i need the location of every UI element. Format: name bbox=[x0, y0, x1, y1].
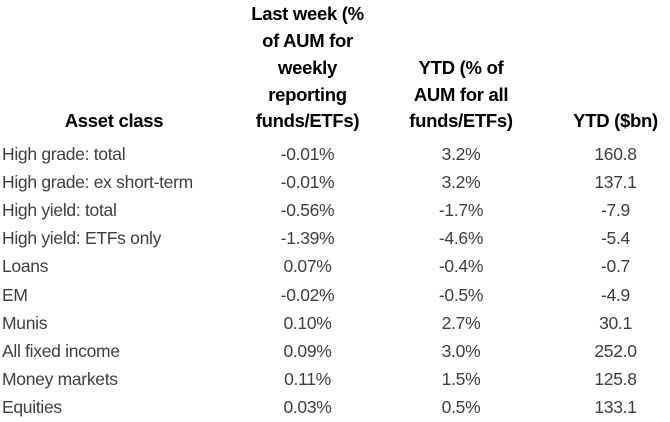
table-row: High grade: total -0.01% 3.2% 160.8 bbox=[0, 140, 670, 168]
cell-last-week-pct: 0.11% bbox=[284, 369, 331, 390]
cell-ytd-pct: -0.5% bbox=[438, 284, 484, 305]
cell-ytd-bn: -5.4 bbox=[601, 228, 630, 249]
col-header-asset-class: Asset class bbox=[0, 108, 228, 140]
col-header-ytd-pct-aum: YTD (% of AUM for all funds/ETFs) bbox=[387, 55, 535, 140]
col-header-line: Last week (% bbox=[251, 3, 364, 25]
cell-ytd-pct: 3.0% bbox=[441, 340, 481, 361]
cell-ytd-bn: 160.8 bbox=[594, 143, 637, 164]
table-row: High yield: ETFs only -1.39% -4.6% -5.4 bbox=[0, 225, 670, 253]
col-header-line: AUM for all bbox=[413, 83, 509, 105]
col-header-line: reporting bbox=[268, 83, 347, 105]
col-header-label: Asset class bbox=[64, 110, 164, 132]
cell-last-week-pct: 0.10% bbox=[283, 312, 332, 333]
cell-asset-class: Money markets bbox=[2, 369, 118, 390]
cell-asset-class: Munis bbox=[2, 312, 48, 333]
cell-asset-class: High yield: total bbox=[2, 199, 117, 220]
table-row: All fixed income 0.09% 3.0% 252.0 bbox=[0, 337, 670, 365]
col-header-line: YTD (% of bbox=[418, 56, 504, 78]
cell-ytd-pct: -0.4% bbox=[438, 256, 484, 277]
cell-ytd-bn: 133.1 bbox=[594, 397, 637, 418]
table-header-row: Asset class Last week (% of AUM for week… bbox=[0, 0, 670, 140]
cell-last-week-pct: -0.02% bbox=[280, 284, 335, 305]
cell-last-week-pct: -1.39% bbox=[280, 228, 335, 249]
table-row: Loans 0.07% -0.4% -0.7 bbox=[0, 253, 670, 281]
cell-last-week-pct: 0.03% bbox=[283, 397, 332, 418]
cell-ytd-pct: 1.5% bbox=[441, 369, 481, 390]
cell-last-week-pct: -0.56% bbox=[280, 199, 335, 220]
col-header-line: of AUM for bbox=[262, 30, 353, 52]
cell-ytd-bn: 137.1 bbox=[594, 171, 637, 192]
cell-asset-class: Loans bbox=[2, 256, 49, 277]
cell-last-week-pct: 0.09% bbox=[283, 340, 332, 361]
cell-asset-class: High grade: total bbox=[2, 143, 126, 164]
cell-ytd-bn: -7.9 bbox=[601, 199, 630, 220]
cell-ytd-pct: -4.6% bbox=[438, 228, 484, 249]
table-row: High yield: total -0.56% -1.7% -7.9 bbox=[0, 196, 670, 224]
col-header-line: funds/ETFs) bbox=[255, 110, 360, 132]
table-row: High grade: ex short-term -0.01% 3.2% 13… bbox=[0, 168, 670, 196]
cell-ytd-bn: 125.8 bbox=[594, 369, 637, 390]
col-header-label: YTD ($bn) bbox=[573, 110, 658, 132]
cell-ytd-pct: 3.2% bbox=[441, 171, 481, 192]
cell-ytd-bn: -4.9 bbox=[601, 284, 630, 305]
col-header-line: funds/ETFs) bbox=[409, 110, 513, 132]
table-row: Munis 0.10% 2.7% 30.1 bbox=[0, 309, 670, 337]
cell-asset-class: All fixed income bbox=[2, 340, 120, 361]
cell-ytd-pct: 0.5% bbox=[441, 397, 481, 418]
cell-ytd-bn: -0.7 bbox=[601, 256, 630, 277]
cell-asset-class: High yield: ETFs only bbox=[2, 228, 162, 249]
cell-ytd-bn: 30.1 bbox=[599, 312, 632, 333]
cell-asset-class: High grade: ex short-term bbox=[2, 171, 193, 192]
table-row: EM -0.02% -0.5% -4.9 bbox=[0, 281, 670, 309]
cell-asset-class: Equities bbox=[2, 397, 62, 418]
cell-asset-class: EM bbox=[2, 284, 28, 305]
cell-ytd-pct: 2.7% bbox=[441, 312, 481, 333]
table-row: Equities 0.03% 0.5% 133.1 bbox=[0, 394, 670, 422]
cell-ytd-bn: 252.0 bbox=[594, 340, 637, 361]
col-header-line: weekly bbox=[278, 56, 337, 78]
table-body: High grade: total -0.01% 3.2% 160.8 High… bbox=[0, 140, 670, 422]
cell-last-week-pct: 0.07% bbox=[283, 256, 332, 277]
col-header-ytd-bn: YTD ($bn) bbox=[535, 108, 670, 140]
cell-ytd-pct: -1.7% bbox=[438, 199, 484, 220]
col-header-last-week-pct-aum: Last week (% of AUM for weekly reporting… bbox=[228, 1, 387, 140]
cell-ytd-pct: 3.2% bbox=[441, 143, 481, 164]
table-row: Money markets 0.11% 1.5% 125.8 bbox=[0, 366, 670, 394]
cell-last-week-pct: -0.01% bbox=[280, 143, 335, 164]
cell-last-week-pct: -0.01% bbox=[280, 171, 335, 192]
